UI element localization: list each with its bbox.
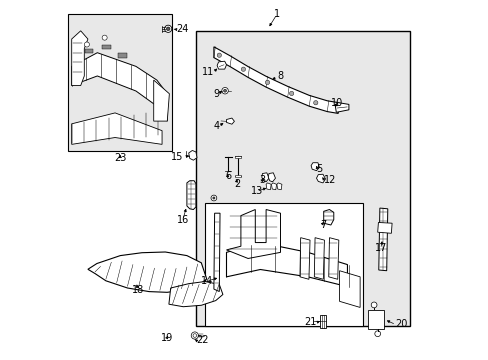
Circle shape: [211, 195, 216, 201]
Bar: [102, 45, 111, 49]
Text: 6: 6: [225, 171, 231, 181]
Polygon shape: [72, 31, 88, 86]
Polygon shape: [213, 47, 337, 113]
Text: 14: 14: [200, 276, 212, 286]
Polygon shape: [226, 118, 234, 124]
Circle shape: [212, 197, 215, 199]
Polygon shape: [72, 113, 162, 144]
Circle shape: [191, 332, 198, 339]
Polygon shape: [335, 103, 348, 112]
Polygon shape: [213, 213, 220, 292]
Bar: [235, 175, 241, 177]
Text: 15: 15: [171, 152, 183, 162]
Text: 18: 18: [132, 285, 144, 295]
Polygon shape: [377, 222, 391, 233]
Circle shape: [217, 53, 221, 57]
Circle shape: [84, 42, 89, 47]
Text: 8: 8: [276, 71, 283, 81]
Polygon shape: [339, 271, 359, 307]
Circle shape: [223, 89, 226, 92]
Bar: [118, 53, 126, 58]
Bar: [367, 310, 383, 329]
Text: 17: 17: [374, 243, 386, 253]
Circle shape: [193, 334, 196, 337]
Polygon shape: [328, 238, 338, 279]
Circle shape: [313, 100, 317, 105]
Polygon shape: [316, 174, 325, 183]
Text: 3: 3: [258, 175, 264, 185]
Polygon shape: [88, 252, 206, 292]
Bar: [235, 156, 241, 158]
Circle shape: [102, 35, 107, 40]
Polygon shape: [168, 282, 223, 307]
Text: 10: 10: [330, 98, 343, 108]
Text: 13: 13: [250, 186, 263, 196]
Circle shape: [370, 302, 376, 308]
Text: 23: 23: [114, 153, 126, 163]
Polygon shape: [310, 163, 319, 171]
Text: 1: 1: [273, 9, 280, 19]
Polygon shape: [276, 183, 282, 190]
Polygon shape: [265, 183, 270, 190]
Text: 9: 9: [213, 89, 219, 99]
Text: 7: 7: [320, 220, 325, 230]
Polygon shape: [226, 243, 347, 287]
Circle shape: [164, 25, 171, 32]
Text: 5: 5: [316, 164, 322, 174]
Polygon shape: [268, 173, 275, 182]
Polygon shape: [320, 315, 325, 328]
Polygon shape: [314, 238, 324, 279]
Polygon shape: [226, 210, 280, 258]
Text: 2: 2: [234, 179, 240, 189]
Text: 19: 19: [161, 333, 173, 343]
Circle shape: [166, 27, 170, 31]
Text: 24: 24: [176, 24, 188, 34]
Circle shape: [222, 87, 228, 94]
Polygon shape: [188, 150, 197, 160]
Text: 4: 4: [213, 121, 219, 131]
Polygon shape: [153, 80, 169, 121]
Polygon shape: [299, 238, 309, 279]
Circle shape: [374, 331, 380, 337]
Polygon shape: [72, 53, 167, 121]
Polygon shape: [378, 208, 387, 271]
Polygon shape: [271, 183, 276, 190]
Text: 21: 21: [304, 317, 316, 327]
Polygon shape: [217, 61, 226, 69]
Text: 22: 22: [196, 335, 208, 345]
Circle shape: [241, 67, 245, 71]
Polygon shape: [261, 173, 268, 182]
Bar: [68, 14, 172, 151]
Circle shape: [289, 91, 293, 96]
Polygon shape: [323, 210, 333, 225]
Bar: [196, 31, 409, 326]
Text: 20: 20: [395, 319, 407, 329]
Text: 16: 16: [177, 215, 189, 225]
Polygon shape: [186, 181, 196, 210]
Bar: [84, 49, 93, 54]
Bar: [204, 203, 363, 326]
Text: 11: 11: [201, 67, 213, 77]
Circle shape: [265, 80, 269, 85]
Text: 12: 12: [323, 175, 335, 185]
